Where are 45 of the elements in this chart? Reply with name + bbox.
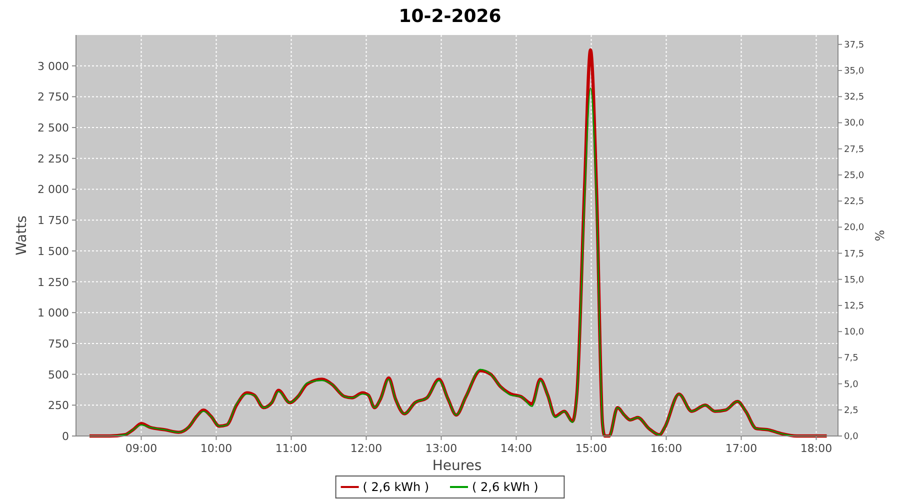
y-tick-label: 2 500 [38, 122, 69, 135]
legend-label: ( 2,6 kWh ) [362, 480, 430, 494]
y2-tick-label: 25,0 [844, 170, 864, 181]
y2-tick-label: 15,0 [844, 275, 864, 286]
y2-tick-label: 2,5 [844, 406, 858, 416]
y-tick-label: 250 [48, 399, 69, 412]
y2-tick-label: 20,0 [844, 223, 864, 234]
x-tick-label: 15:00 [575, 442, 608, 455]
y-tick-label: 750 [48, 337, 69, 350]
y-tick-label: 2 000 [38, 183, 69, 196]
y2-tick-label: 10,0 [844, 328, 864, 338]
y2-tick-label: 7,5 [844, 354, 858, 364]
x-tick-label: 09:00 [125, 442, 158, 455]
y2-tick-label: 12,5 [844, 301, 864, 312]
y-axis-title: Watts [14, 216, 30, 256]
y-tick-label: 500 [48, 368, 69, 382]
y2-tick-label: 32,5 [844, 92, 864, 103]
x-tick-label: 10:00 [200, 442, 232, 455]
y2-tick-label: 22,5 [844, 197, 864, 208]
x-axis-title: Heures [432, 458, 482, 474]
y-tick-label: 1 750 [38, 214, 69, 228]
y-tick-label: 1 000 [38, 306, 69, 320]
y-tick-label: 1 250 [38, 276, 69, 289]
y-tick-label: 3 000 [38, 60, 69, 73]
y-tick-label: 2 750 [38, 90, 69, 104]
y-tick-label: 0 [62, 430, 69, 443]
y2-tick-label: 30,0 [844, 118, 864, 129]
x-tick-label: 17:00 [725, 442, 758, 455]
x-tick-label: 16:00 [650, 442, 682, 455]
y2-tick-label: 17,5 [844, 249, 864, 260]
x-tick-label: 18:00 [800, 442, 832, 455]
y2-tick-label: 37,5 [844, 40, 864, 50]
y2-axis-title: % [873, 230, 887, 242]
x-tick-label: 11:00 [275, 442, 308, 455]
y2-tick-label: 35,0 [844, 66, 864, 77]
y-tick-label: 1 500 [38, 244, 69, 258]
legend-label: ( 2,6 kWh ) [472, 480, 538, 494]
x-tick-label: 13:00 [425, 442, 458, 455]
y-tick-label: 2 250 [38, 152, 69, 166]
y2-tick-label: 5,0 [844, 380, 859, 390]
chart-title: 10-2-2026 [398, 6, 502, 27]
y2-tick-label: 27,5 [844, 144, 864, 155]
x-tick-label: 12:00 [350, 442, 382, 455]
y2-tick-label: 0,0 [844, 432, 859, 442]
x-tick-label: 14:00 [500, 442, 532, 455]
